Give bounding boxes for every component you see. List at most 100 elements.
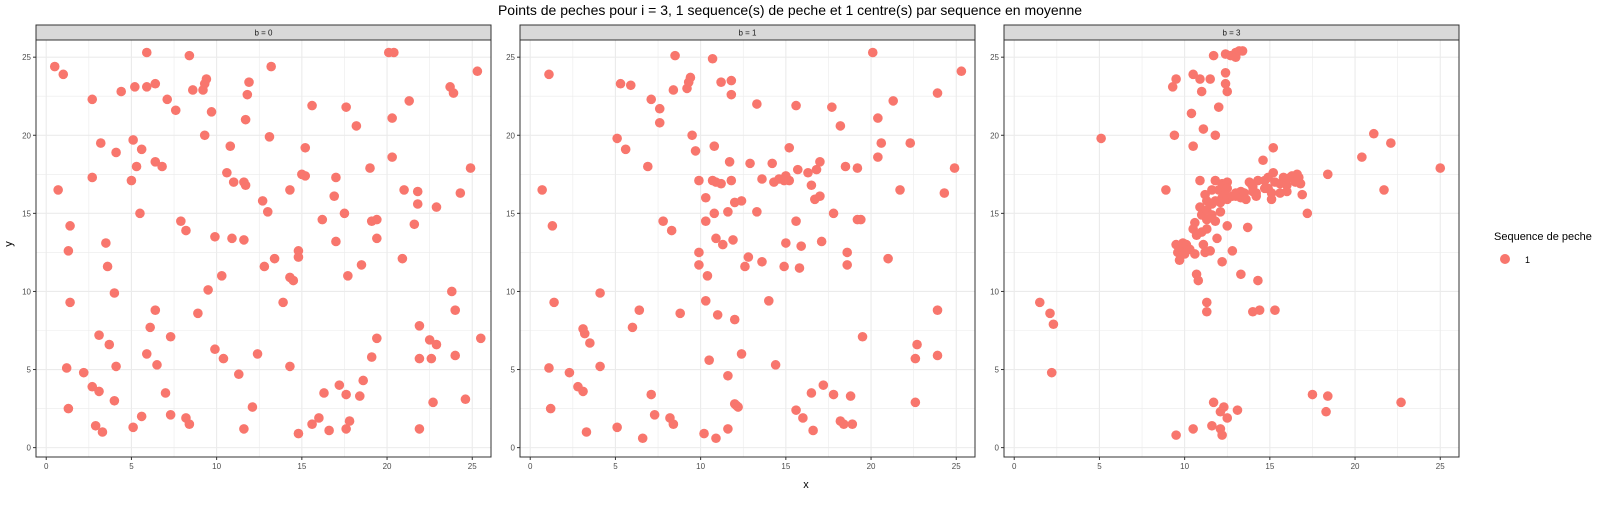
- data-point: [431, 202, 442, 212]
- data-point: [412, 186, 423, 197]
- data-point: [165, 331, 176, 342]
- facet-strip-label: b = 1: [738, 29, 757, 38]
- data-point: [1045, 308, 1055, 319]
- data-point: [910, 397, 921, 408]
- data-point: [733, 402, 743, 412]
- data-point: [300, 142, 311, 153]
- data-point: [1270, 305, 1280, 315]
- data-point: [806, 388, 817, 398]
- data-point: [726, 89, 737, 100]
- data-point: [317, 214, 328, 225]
- data-point: [857, 331, 868, 342]
- data-point: [307, 100, 317, 111]
- data-point: [595, 288, 605, 298]
- x-axis-label: x: [803, 479, 809, 491]
- data-point: [90, 420, 101, 431]
- data-point: [414, 321, 425, 331]
- data-point: [331, 172, 341, 183]
- data-point: [162, 94, 173, 105]
- data-point: [1253, 175, 1263, 186]
- data-point: [724, 157, 735, 167]
- data-point: [409, 219, 420, 230]
- data-point: [1322, 169, 1333, 180]
- data-point: [1212, 233, 1222, 244]
- data-point: [723, 370, 733, 381]
- data-point: [65, 221, 75, 231]
- data-point: [711, 433, 721, 444]
- data-point: [87, 94, 98, 105]
- data-point: [1213, 102, 1224, 112]
- data-point: [1435, 163, 1446, 173]
- data-point: [210, 344, 220, 355]
- data-point: [694, 175, 704, 186]
- data-point: [141, 82, 152, 92]
- data-point: [372, 233, 382, 244]
- data-point: [1236, 269, 1246, 280]
- y-tick-label: 20: [506, 131, 515, 140]
- panel-border: [519, 39, 976, 458]
- data-point: [838, 419, 849, 430]
- y-tick-label: 15: [22, 209, 31, 218]
- data-point: [549, 297, 559, 308]
- data-point: [210, 231, 220, 242]
- data-point: [58, 69, 69, 80]
- data-point: [1207, 185, 1217, 195]
- x-tick-label: 10: [1180, 462, 1189, 471]
- legend-title: Sequence de peche: [1494, 231, 1592, 243]
- data-point: [259, 261, 270, 272]
- x-tick-label: 5: [129, 462, 134, 471]
- data-point: [1251, 191, 1262, 201]
- data-point: [1208, 397, 1219, 408]
- data-point: [49, 61, 60, 72]
- data-point: [239, 424, 249, 434]
- points: [537, 47, 967, 444]
- data-point: [1307, 389, 1318, 400]
- data-point: [1268, 167, 1279, 178]
- y-tick-label: 25: [22, 53, 31, 62]
- x-tick-label: 5: [1097, 462, 1102, 471]
- data-point: [356, 260, 367, 270]
- data-point: [1357, 152, 1367, 162]
- data-point: [1193, 275, 1204, 286]
- data-point: [145, 322, 155, 333]
- data-point: [1167, 82, 1178, 92]
- data-point: [1217, 256, 1227, 267]
- data-point: [61, 363, 72, 373]
- gridlines: [520, 40, 975, 457]
- data-point: [1201, 297, 1212, 308]
- data-point: [932, 305, 943, 315]
- data-point: [579, 328, 590, 339]
- data-point: [130, 82, 140, 92]
- data-point: [201, 74, 212, 84]
- data-point: [1215, 206, 1226, 217]
- data-point: [808, 425, 818, 436]
- data-point: [1201, 224, 1212, 234]
- data-point: [1205, 74, 1215, 84]
- data-point: [95, 138, 106, 148]
- data-point: [1227, 246, 1238, 256]
- data-point: [910, 353, 921, 364]
- points: [49, 47, 486, 439]
- data-point: [1205, 246, 1215, 256]
- data-point: [128, 422, 138, 433]
- data-point: [690, 146, 701, 156]
- data-point: [666, 225, 677, 236]
- data-point: [595, 361, 605, 372]
- data-point: [1195, 74, 1205, 84]
- data-point: [94, 386, 104, 397]
- data-point: [341, 389, 351, 400]
- y-tick-label: 15: [990, 209, 999, 218]
- x-tick-label: 20: [383, 462, 392, 471]
- data-point: [707, 53, 718, 64]
- data-point: [1232, 405, 1243, 415]
- facet-panel-1: b = 1 0 5 10 15 20 25 0 5 10 15 20 25: [506, 24, 976, 471]
- data-point: [726, 75, 737, 86]
- data-point: [87, 172, 98, 183]
- data-point: [136, 411, 147, 422]
- data-point: [736, 349, 747, 359]
- data-point: [791, 216, 801, 226]
- data-point: [736, 196, 747, 206]
- data-point: [351, 121, 362, 131]
- data-point: [1220, 78, 1231, 89]
- data-point: [1222, 221, 1233, 231]
